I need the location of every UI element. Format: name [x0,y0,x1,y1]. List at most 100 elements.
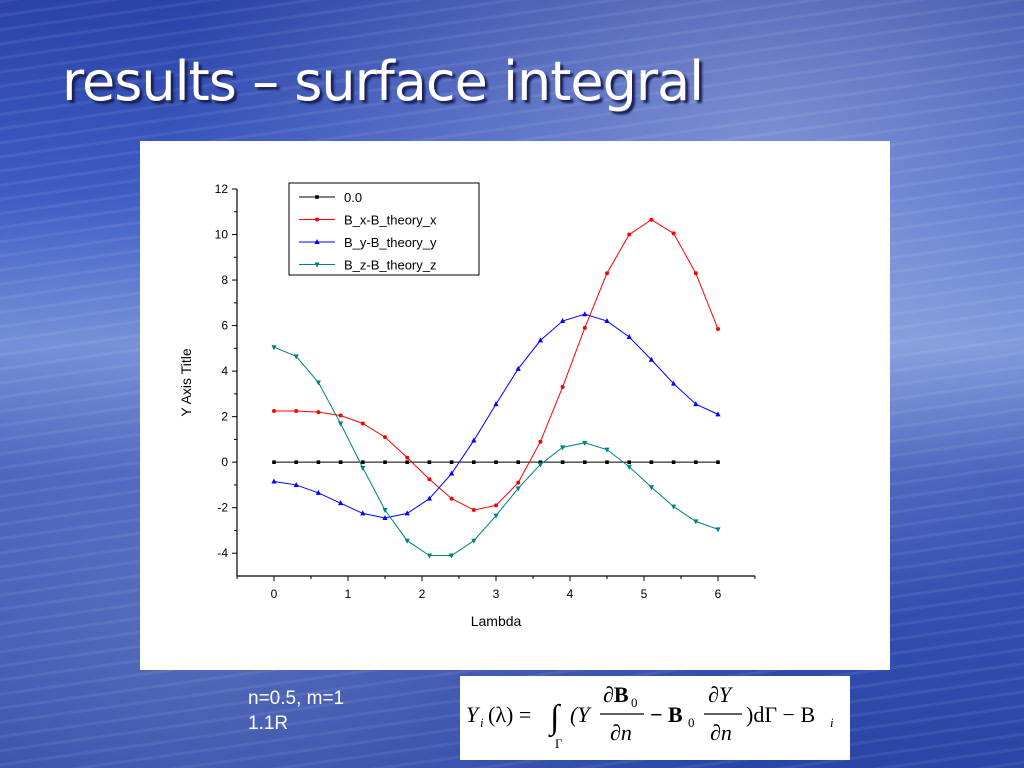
formula-frac2-num: ∂Y [708,682,734,707]
formula-mid: − B [650,702,683,727]
formula-frac1-den: ∂n [610,720,632,745]
y-tick-label: 0 [221,455,228,469]
data-point [293,354,299,360]
formula-lhs-sub: i [480,715,484,730]
legend-entry: B_z-B_theory_z [344,258,437,273]
data-point [582,311,588,317]
data-point [404,538,410,544]
legend-marker [314,262,320,268]
y-tick-label: 4 [221,364,228,378]
data-point [604,447,610,453]
legend-entry: 0.0 [344,190,362,205]
caption: n=0.5, m=1 1.1R [248,686,344,736]
data-point [472,460,476,464]
data-point [405,460,409,464]
data-point [604,318,610,324]
data-point [315,380,321,386]
data-point [605,271,609,276]
formula-integral: ∫ [548,699,562,738]
formula-mid-sub: 0 [688,715,695,730]
data-point [449,460,454,464]
y-axis-title: Y Axis Title [178,348,194,416]
data-point [716,327,720,332]
data-point [493,401,499,407]
data-point [515,365,521,371]
data-point [538,460,543,464]
x-tick-label: 5 [641,587,648,601]
data-point [605,460,609,464]
x-tick-label: 6 [715,587,722,601]
data-point [316,460,321,464]
formula-lhs: Y [466,702,481,727]
y-tick-label: 2 [221,410,228,424]
data-point [293,481,299,487]
x-tick-label: 4 [567,587,574,601]
data-point [648,485,654,491]
data-point [648,356,654,362]
data-point [626,464,632,470]
x-axis-title: Lambda [471,613,522,629]
data-point [315,489,321,495]
data-point [560,445,566,451]
data-point [671,231,676,236]
data-point [427,477,432,482]
data-point [627,460,631,464]
data-point [360,421,365,426]
data-point [537,337,543,343]
formula-frac1-num: ∂B [603,682,629,707]
legend-marker [314,239,320,244]
data-point [471,538,477,544]
formula-lhs-arg: (λ) = [488,702,531,727]
data-point [694,460,698,464]
data-point [360,465,366,471]
x-tick-label: 0 [271,587,278,601]
data-point [427,460,432,464]
data-point [271,345,277,351]
formula-close: )dΓ − B [746,702,815,727]
data-point [516,480,521,485]
legend-box [288,182,480,276]
data-point [338,421,344,427]
formula-open: (Y [570,702,592,727]
data-point [405,455,410,460]
data-point [649,460,654,464]
data-point [272,460,276,464]
data-point [671,504,677,510]
data-point [449,470,455,476]
data-point [560,318,566,324]
x-tick-label: 1 [345,587,352,601]
x-tick-label: 3 [493,587,500,601]
data-point [382,507,388,513]
formula: Y i (λ) = ∫ Γ (Y ∂B 0 ∂n − B 0 ∂Y ∂n )dΓ… [460,676,850,760]
data-point [382,514,388,520]
data-point [404,510,410,516]
y-tick-label: 10 [215,228,229,242]
data-point [426,553,432,559]
formula-close-sub: i [830,715,834,730]
legend-entry: B_x-B_theory_x [344,213,437,228]
data-point [693,271,698,276]
legend-marker [315,217,319,222]
y-tick-label: -2 [217,501,228,515]
caption-radius: 1.1R [248,713,289,734]
data-point [383,435,387,440]
data-point [471,507,476,512]
data-point [294,460,298,464]
data-point [693,519,699,525]
y-tick-label: 12 [215,182,229,196]
data-point [671,460,676,464]
data-point [537,462,543,468]
slide-title: results – surface integral [62,50,704,113]
data-point [493,513,499,519]
y-tick-label: 6 [221,319,228,333]
data-point [583,460,587,464]
x-tick-label: 2 [419,587,426,601]
formula-integral-sub: Γ [555,736,563,751]
data-point [671,380,677,386]
data-point [426,495,432,501]
data-point [338,413,343,418]
data-point [494,503,498,508]
data-point [338,460,343,464]
formula-frac1-num-sub: 0 [631,695,638,710]
data-point [582,325,587,330]
